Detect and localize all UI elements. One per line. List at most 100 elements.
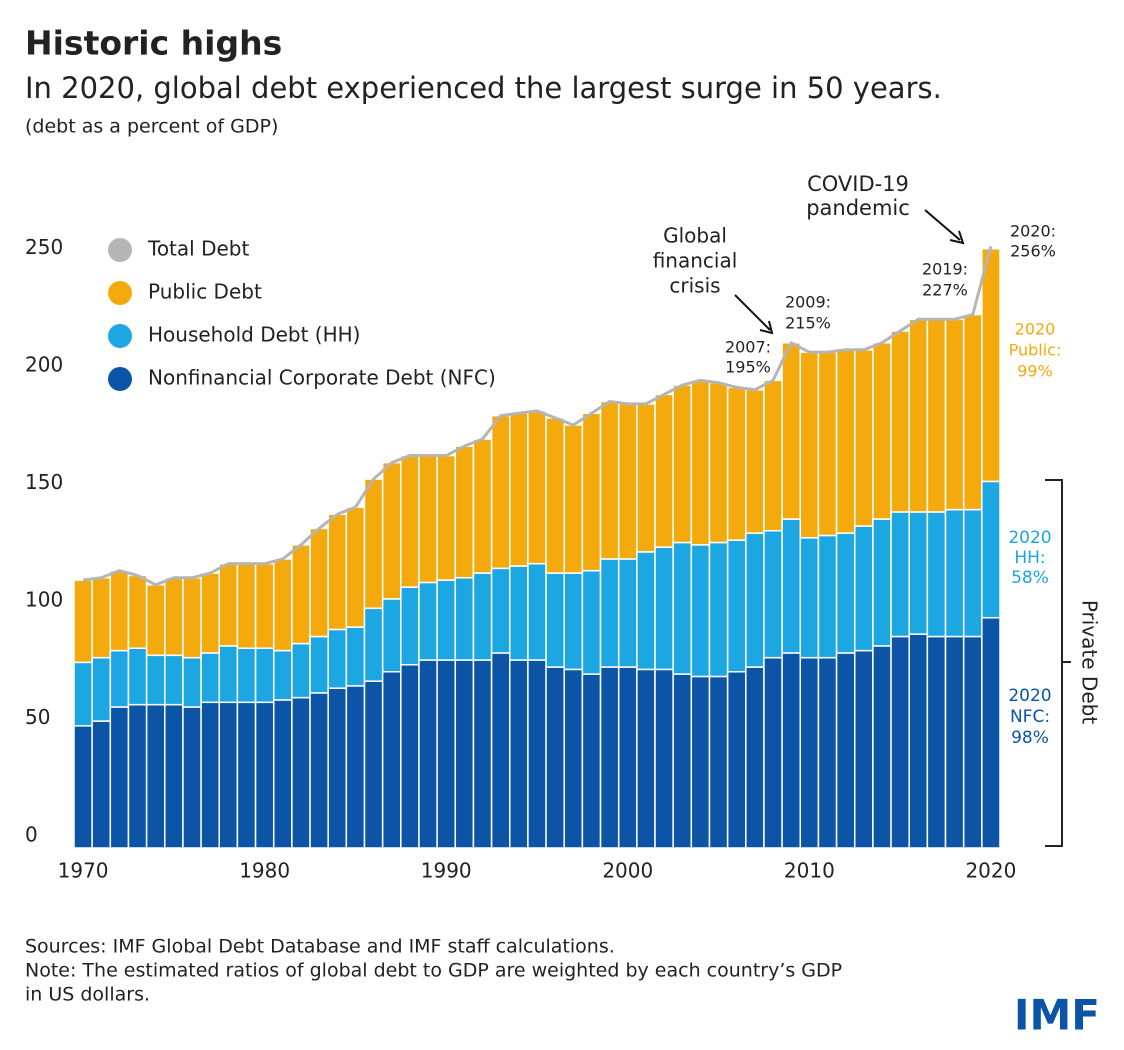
bar-segment [200, 652, 221, 704]
bar-segment [853, 525, 874, 652]
bar-segment [835, 349, 856, 534]
bar-segment [708, 541, 729, 678]
bar-segment [291, 544, 311, 645]
annotation: 215% [785, 314, 831, 333]
bar-segment [944, 318, 965, 511]
bar-segment [345, 685, 366, 849]
note: in US dollars. [25, 984, 150, 1006]
bar-segment [853, 649, 874, 849]
bar-segment [272, 558, 293, 652]
bar-segment [381, 671, 402, 849]
legend-marker [108, 324, 132, 348]
bar-segment [436, 454, 457, 581]
x-tick-label: 2010 [784, 859, 835, 883]
bar-segment [291, 642, 311, 699]
bar-segment [109, 569, 130, 652]
bar-segment [472, 659, 493, 849]
bar-segment [254, 647, 275, 704]
bar-segment [726, 671, 747, 849]
y-tick-label: 50 [25, 705, 50, 729]
bar-segment [599, 558, 620, 668]
bar-segment [908, 511, 929, 635]
bar-segment [962, 635, 983, 849]
bar-segment [254, 701, 275, 849]
bar-segment [545, 666, 565, 849]
bar-segment [436, 659, 457, 849]
bar-segment [400, 454, 420, 588]
bar-segment [745, 666, 765, 849]
bar-segment [363, 478, 384, 610]
arrow [924, 209, 965, 245]
bar-segment [690, 379, 711, 546]
bar-segment [182, 656, 202, 708]
bar-segment [363, 680, 384, 849]
bar-segment [218, 562, 239, 647]
bar-segment [962, 508, 983, 638]
x-tick-label: 1980 [239, 859, 290, 883]
bar-segment [490, 414, 511, 570]
chart-title: Historic highs [25, 24, 282, 63]
bar-segment [654, 393, 674, 548]
bar-segment [581, 412, 602, 572]
bar-segment [91, 577, 112, 659]
bar-segment [799, 351, 820, 539]
note: Note: The estimated ratios of global deb… [25, 960, 842, 982]
bar-segment [127, 703, 148, 849]
bar-segment [636, 551, 656, 671]
units-note: (debt as a percent of GDP) [25, 116, 278, 138]
bar-segment [962, 313, 983, 511]
bar-segment [708, 675, 729, 849]
bar-segment [418, 659, 438, 849]
bar-segment [563, 424, 584, 574]
bar-segment [218, 645, 239, 704]
bracket [1045, 479, 1071, 847]
bar-segment [926, 318, 947, 513]
bar-segment [236, 562, 257, 650]
bar-segment [291, 696, 311, 849]
bar-segment [327, 628, 348, 689]
bar-segment [981, 480, 1001, 619]
legend-label: Nonfinancial Corporate Debt (NFC) [148, 366, 496, 390]
annotation: NFC: [1010, 707, 1050, 727]
annotation: 2007: [725, 338, 771, 357]
bar-segment [853, 349, 874, 527]
bar-segment [182, 577, 202, 659]
bar-segment [617, 558, 638, 668]
bar-segment [872, 645, 892, 849]
y-tick-label: 200 [25, 353, 63, 377]
legend-label: Household Debt (HH) [148, 323, 360, 347]
bar-segment [944, 508, 965, 638]
bar-segment [745, 389, 765, 534]
bar-segment [73, 725, 93, 849]
bar-segment [327, 513, 348, 631]
bar-segment [817, 351, 838, 537]
annotation: 2020: [1010, 222, 1056, 241]
annotation: 98% [1011, 728, 1049, 748]
bar-segment [726, 539, 747, 673]
annotation: 256% [1010, 242, 1056, 261]
bar-segment [599, 400, 620, 560]
annotation: 227% [922, 281, 968, 300]
bar-segment [454, 577, 475, 661]
bar-segment [91, 720, 112, 849]
bar-segment [309, 635, 329, 694]
bar-segment [763, 379, 783, 532]
bar-segment [381, 461, 402, 600]
bar-segment [708, 381, 729, 544]
y-tick-label: 100 [25, 588, 63, 612]
bar-segment [272, 649, 293, 701]
bar-segment [145, 584, 166, 657]
note: Sources: IMF Global Debt Database and IM… [25, 936, 615, 958]
annotation: 99% [1017, 362, 1053, 381]
bar-segment [327, 687, 348, 849]
bar-segment [636, 668, 656, 849]
annotation: 2009: [785, 293, 831, 312]
bar-segment [309, 692, 329, 849]
bar-segment [109, 706, 130, 849]
bar-segment [127, 574, 148, 650]
annotation: crisis [669, 274, 720, 298]
bar-segment [872, 342, 892, 520]
bar-segment [690, 544, 711, 678]
bar-segment [926, 635, 947, 849]
bar-segment [799, 656, 820, 849]
